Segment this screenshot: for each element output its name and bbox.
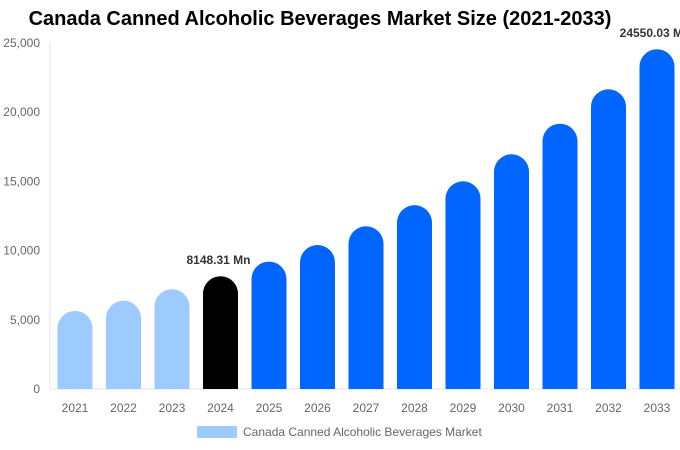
- x-tick-label: 2029: [450, 401, 477, 415]
- bar-2026: [300, 245, 335, 389]
- bar-2033: [639, 49, 675, 389]
- bar-2031: [542, 123, 578, 390]
- bar-2021: [57, 310, 93, 389]
- legend-swatch: [197, 426, 237, 438]
- bar-2023: [154, 289, 190, 389]
- bar-2027: [348, 226, 384, 389]
- y-tick-label: 5,000: [10, 313, 40, 327]
- bar-2028: [397, 205, 432, 389]
- x-tick-label: 2030: [498, 401, 525, 415]
- bar-2032: [591, 89, 626, 389]
- x-tick-label: 2021: [62, 401, 89, 415]
- y-tick-label: 0: [33, 382, 40, 396]
- x-tick-label: 2025: [256, 401, 283, 415]
- x-tick-label: 2026: [304, 401, 331, 415]
- y-tick-label: 15,000: [3, 174, 40, 188]
- x-tick-label: 2022: [110, 401, 137, 415]
- x-tick-label: 2023: [159, 401, 186, 415]
- bar-2029: [445, 181, 481, 389]
- y-tick-label: 10,000: [3, 244, 40, 258]
- chart-title: Canada Canned Alcoholic Beverages Market…: [28, 8, 612, 30]
- x-tick-label: 2028: [401, 401, 428, 415]
- y-tick-label: 20,000: [3, 105, 40, 119]
- y-tick-label: 25,000: [3, 36, 40, 50]
- data-label: 8148.31 Mn: [186, 253, 250, 267]
- bar-2022: [106, 300, 141, 389]
- x-tick-label: 2024: [207, 401, 234, 415]
- x-tick-label: 2032: [595, 401, 622, 415]
- bar-2024: [203, 276, 238, 389]
- x-tick-label: 2027: [353, 401, 380, 415]
- data-label: 24550.03 Mn: [620, 26, 680, 40]
- x-tick-label: 2031: [547, 401, 574, 415]
- bar-2030: [494, 154, 529, 389]
- legend-label: Canada Canned Alcoholic Beverages Market: [243, 425, 482, 439]
- x-tick-label: 2033: [644, 401, 671, 415]
- bar-2025: [251, 261, 287, 389]
- legend: Canada Canned Alcoholic Beverages Market: [197, 425, 482, 439]
